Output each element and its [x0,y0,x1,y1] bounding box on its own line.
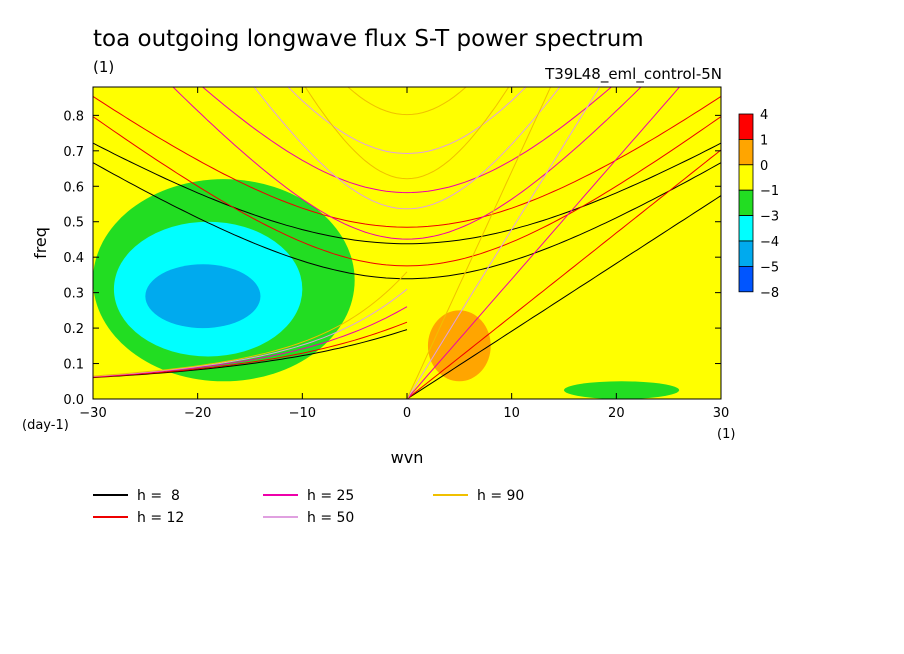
x-unit-label: (1) [717,427,735,442]
dispersion-curves [93,87,721,399]
x-tick-label: −30 [79,406,106,421]
legend-label-h50: h = 50 [307,510,354,526]
curve-h90-branch-0 [406,87,552,399]
region-low-power-southeast [564,381,680,399]
plot-area [93,87,721,399]
x-tick-label: −20 [184,406,211,421]
curve-h8-branch-2 [93,142,721,245]
y-tick-label: 0.8 [63,109,84,124]
y-axis-label: freq [31,227,50,259]
colorbar-label: 4 [760,108,768,123]
x-tick-label: 20 [608,406,625,421]
colorbar-swatch [738,265,754,293]
run-label: T39L48_eml_control-5N [544,65,722,84]
x-tick-label: −10 [289,406,316,421]
legend-label-h12: h = 12 [137,510,184,526]
colorbar-label: 1 [760,133,768,148]
y-tick-label: 0.1 [63,358,84,373]
x-tick-label: 10 [503,406,520,421]
y-tick-label: 0.7 [63,145,84,160]
heatmap-regions [93,179,680,399]
chart-title: toa outgoing longwave flux S-T power spe… [93,26,644,52]
curve-h8-branch-1 [93,162,721,280]
y-tick-label: 0.3 [63,287,84,302]
colorbar-label: −5 [760,260,779,275]
units-label: (1) [93,58,114,76]
curve-h12-branch-0 [406,149,721,399]
y-unit-label: (day-1) [22,418,69,433]
curve-h8-branch-3 [93,329,408,379]
curve-h90-branch-3 [93,271,408,377]
colorbar-swatch [738,240,754,267]
curve-h25-branch-1 [172,87,642,240]
y-tick-label: 0.2 [63,322,84,337]
curve-h50-branch-0 [406,87,601,399]
colorbar-label: −1 [760,184,779,199]
colorbar-swatch [738,164,754,191]
legend-label-h8: h = 8 [137,488,180,504]
curve-h25-branch-2 [201,87,613,194]
colorbar-label: −3 [760,210,779,225]
curve-h12-branch-1 [93,116,721,267]
colorbar-swatch [738,113,754,140]
y-tick-label: 0.5 [63,216,84,231]
curve-h90-branch-1 [304,87,510,180]
colorbar: 4 1 0 −1 −3 −4 −5 −8 [738,108,779,301]
x-tick-label: 30 [713,406,730,421]
colorbar-label: 0 [760,159,768,174]
curve-h90-branch-2 [347,87,467,116]
x-axis-ticks: −30 −20 −10 0 10 20 30 [79,87,729,421]
curve-h50-branch-2 [287,87,527,155]
region-min-west [145,264,261,329]
region-elevated-east [427,310,491,382]
colorbar-swatch [738,215,754,242]
colorbar-swatch [738,189,754,216]
curve-h8-branch-0 [406,195,721,399]
y-axis-ticks: 0.0 0.1 0.2 0.3 0.4 0.5 0.6 0.7 0.8 [63,109,721,408]
curve-h25-branch-0 [406,87,681,399]
y-tick-label: 0.6 [63,180,84,195]
colorbar-swatch [738,138,754,166]
legend: h = 8 h = 12 h = 25 h = 50 h = 90 [93,488,524,526]
colorbar-label: −8 [760,286,779,301]
curve-h25-branch-3 [93,306,408,378]
curve-h50-branch-1 [253,87,561,210]
legend-label-h25: h = 25 [307,488,354,504]
x-axis-label: wvn [391,448,424,467]
y-tick-label: 0.0 [63,393,84,408]
colorbar-label: −4 [760,235,779,250]
curve-h12-branch-3 [93,321,408,378]
y-tick-label: 0.4 [63,251,84,266]
legend-label-h90: h = 90 [477,488,524,504]
x-tick-label: 0 [403,406,411,421]
